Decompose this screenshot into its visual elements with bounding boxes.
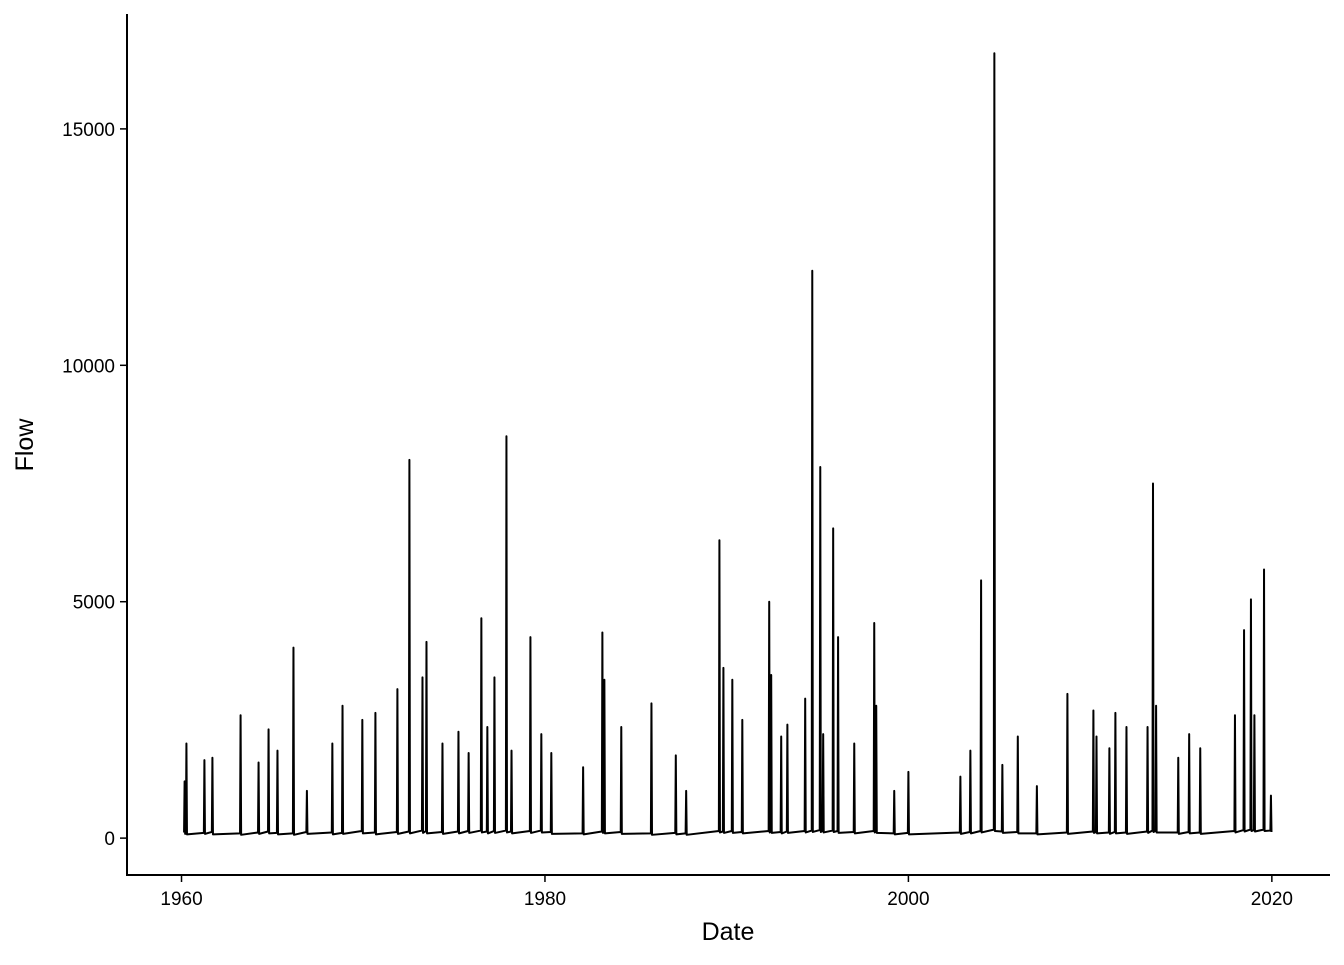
- x-axis-title: Date: [702, 918, 755, 946]
- x-tick-label: 2020: [1251, 889, 1293, 910]
- x-tick-label: 2000: [887, 889, 929, 910]
- y-tick-label: 10000: [62, 356, 115, 377]
- y-tick-label: 5000: [73, 593, 115, 614]
- x-tick-label: 1980: [524, 889, 566, 910]
- y-axis-title: Flow: [11, 418, 39, 472]
- x-tick-label: 1960: [160, 889, 202, 910]
- y-tick-label: 0: [104, 829, 115, 850]
- flow-line: [183, 52, 1273, 836]
- y-tick-label: 15000: [62, 120, 115, 141]
